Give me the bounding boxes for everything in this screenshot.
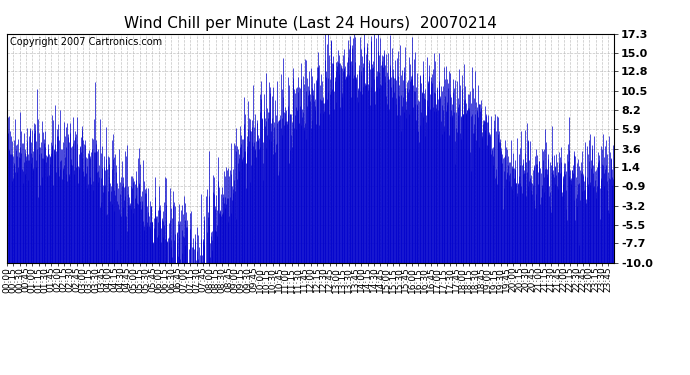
- Text: Copyright 2007 Cartronics.com: Copyright 2007 Cartronics.com: [10, 37, 162, 47]
- Title: Wind Chill per Minute (Last 24 Hours)  20070214: Wind Chill per Minute (Last 24 Hours) 20…: [124, 16, 497, 31]
